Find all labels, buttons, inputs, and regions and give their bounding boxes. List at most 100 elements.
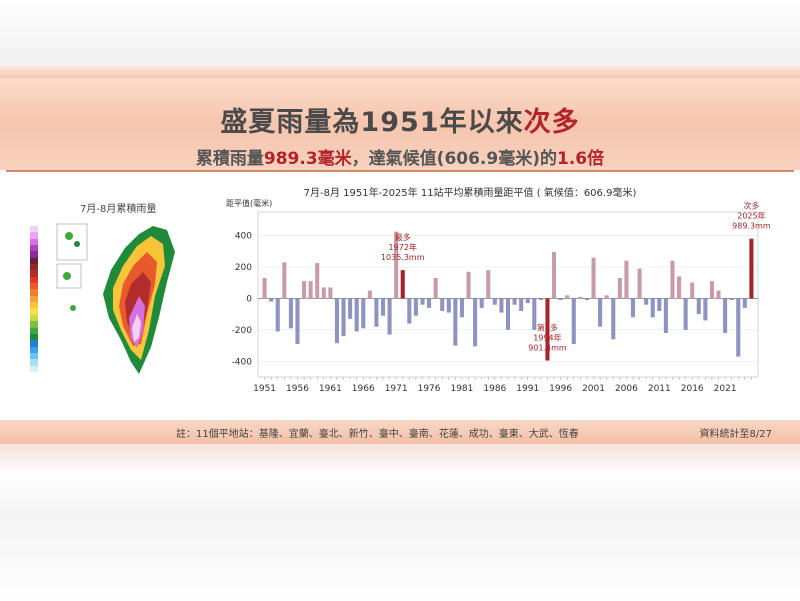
plot-area	[257, 211, 759, 378]
station-note: 註：11個平地站：基隆、宜蘭、臺北、新竹、臺中、臺南、花蓮、成功、臺東、大武、恆…	[176, 429, 579, 440]
x-tick-label: 2016	[681, 384, 704, 394]
kinmen-inset	[56, 263, 82, 289]
title-main: 盛夏雨量為1951年以來	[220, 107, 524, 138]
bar-2014	[677, 276, 682, 299]
bar-1990	[519, 298, 524, 311]
legend-swatch	[30, 365, 38, 372]
subtitle-lead: 累積雨量	[195, 149, 264, 169]
bar-1968	[374, 298, 379, 327]
legend-swatch	[30, 308, 38, 315]
legend-swatch	[30, 302, 38, 309]
bar-2018	[703, 298, 708, 321]
x-tick-label: 1996	[549, 384, 572, 394]
bar-1977	[433, 278, 438, 299]
page-title: 盛夏雨量為1951年以來次多	[0, 100, 800, 139]
page-subtitle: 累積雨量989.3毫米，達氣候值(606.9毫米)的1.6倍	[0, 144, 800, 169]
x-tick-label: 2006	[615, 384, 638, 394]
rain-zone-peak	[132, 314, 141, 342]
legend-swatch	[30, 352, 38, 360]
chart-title: 7月-8月 1951年-2025年 11站平均累積雨量距平值 ( 氣候值：606…	[304, 186, 637, 199]
x-tick-label: 1971	[385, 384, 408, 394]
legend-swatch	[30, 270, 38, 277]
header-band	[0, 78, 800, 170]
bar-2000	[584, 298, 589, 300]
bar-1999	[578, 296, 583, 299]
bar-2016	[690, 282, 695, 299]
legend-swatch	[30, 232, 38, 239]
bar-1966	[361, 298, 366, 329]
x-tick-label: 1966	[352, 384, 375, 394]
legend-swatch	[30, 327, 38, 334]
bar-2005	[617, 278, 622, 299]
data-date-note: 資料統計至8/27	[699, 429, 772, 440]
bar-1962	[334, 298, 339, 344]
subtitle-value: 989.3毫米	[263, 149, 352, 169]
legend-swatch	[30, 295, 38, 303]
annotation-label: 1035.3mm	[381, 253, 425, 262]
island-shape	[70, 305, 76, 311]
bar-2020	[716, 290, 721, 299]
bar-1994	[545, 298, 550, 361]
bar-1979	[446, 298, 451, 313]
bar-1960	[321, 287, 326, 299]
bar-2010	[650, 298, 655, 318]
bar-1969	[380, 298, 386, 316]
bar-1961	[328, 287, 333, 299]
bar-1975	[420, 298, 425, 305]
bottom-background	[0, 444, 800, 601]
legend-swatch	[30, 283, 38, 290]
x-tick-label: 1951	[253, 384, 276, 394]
bar-1965	[354, 298, 359, 332]
bar-2007	[630, 298, 636, 318]
subtitle-mid: ，達氣候值(606.9毫米)的	[351, 149, 557, 169]
map-title: 7月-8月累積雨量	[80, 204, 157, 215]
annotation-label: 1972年	[389, 242, 417, 252]
annotation-label: 2025年	[737, 211, 765, 221]
bar-2008	[637, 268, 642, 299]
title-highlight: 次多	[523, 107, 580, 138]
bar-1981	[459, 298, 464, 318]
bar-2001	[591, 257, 596, 299]
legend-swatch	[30, 276, 38, 284]
bar-1992	[532, 298, 537, 330]
legend-swatch	[30, 251, 38, 258]
bar-2002	[598, 298, 603, 327]
x-tick-label: 1991	[516, 384, 539, 394]
bar-1957	[302, 281, 307, 299]
matsu-inset	[56, 223, 88, 261]
bar-2012	[663, 298, 668, 333]
bar-1998	[571, 298, 576, 344]
bar-1959	[315, 263, 320, 299]
y-tick-label: 400	[235, 232, 252, 242]
bar-2024	[742, 298, 747, 308]
legend-swatch	[30, 333, 38, 341]
bar-1974	[413, 298, 418, 316]
bar-2006	[624, 260, 629, 299]
bar-1989	[512, 298, 517, 305]
bar-1967	[367, 290, 372, 299]
bar-1985	[486, 270, 491, 299]
island-shape	[74, 241, 80, 247]
island-shape	[63, 272, 71, 280]
bar-1970	[387, 298, 392, 335]
bar-1982	[466, 271, 471, 299]
legend-swatch	[30, 289, 38, 296]
bar-2011	[657, 298, 662, 311]
bar-1996	[558, 298, 563, 300]
bar-1952	[269, 298, 274, 302]
bar-2022	[729, 298, 734, 300]
annotation-label: 次多	[743, 201, 759, 211]
y-tick-label: -400	[232, 357, 253, 367]
annotation-label: 1994年	[533, 333, 561, 343]
bar-2003	[604, 295, 609, 299]
annotation-label: 989.3mm	[732, 222, 770, 231]
legend-swatch	[30, 314, 38, 322]
bar-2009	[644, 298, 649, 305]
bar-1986	[492, 298, 497, 305]
bar-1953	[275, 298, 280, 332]
bar-1972	[400, 270, 405, 299]
y-axis-label: 距平值(毫米)	[226, 198, 272, 208]
bar-1955	[288, 298, 293, 329]
x-tick-label: 1981	[450, 384, 473, 394]
legend-swatch	[30, 257, 38, 265]
